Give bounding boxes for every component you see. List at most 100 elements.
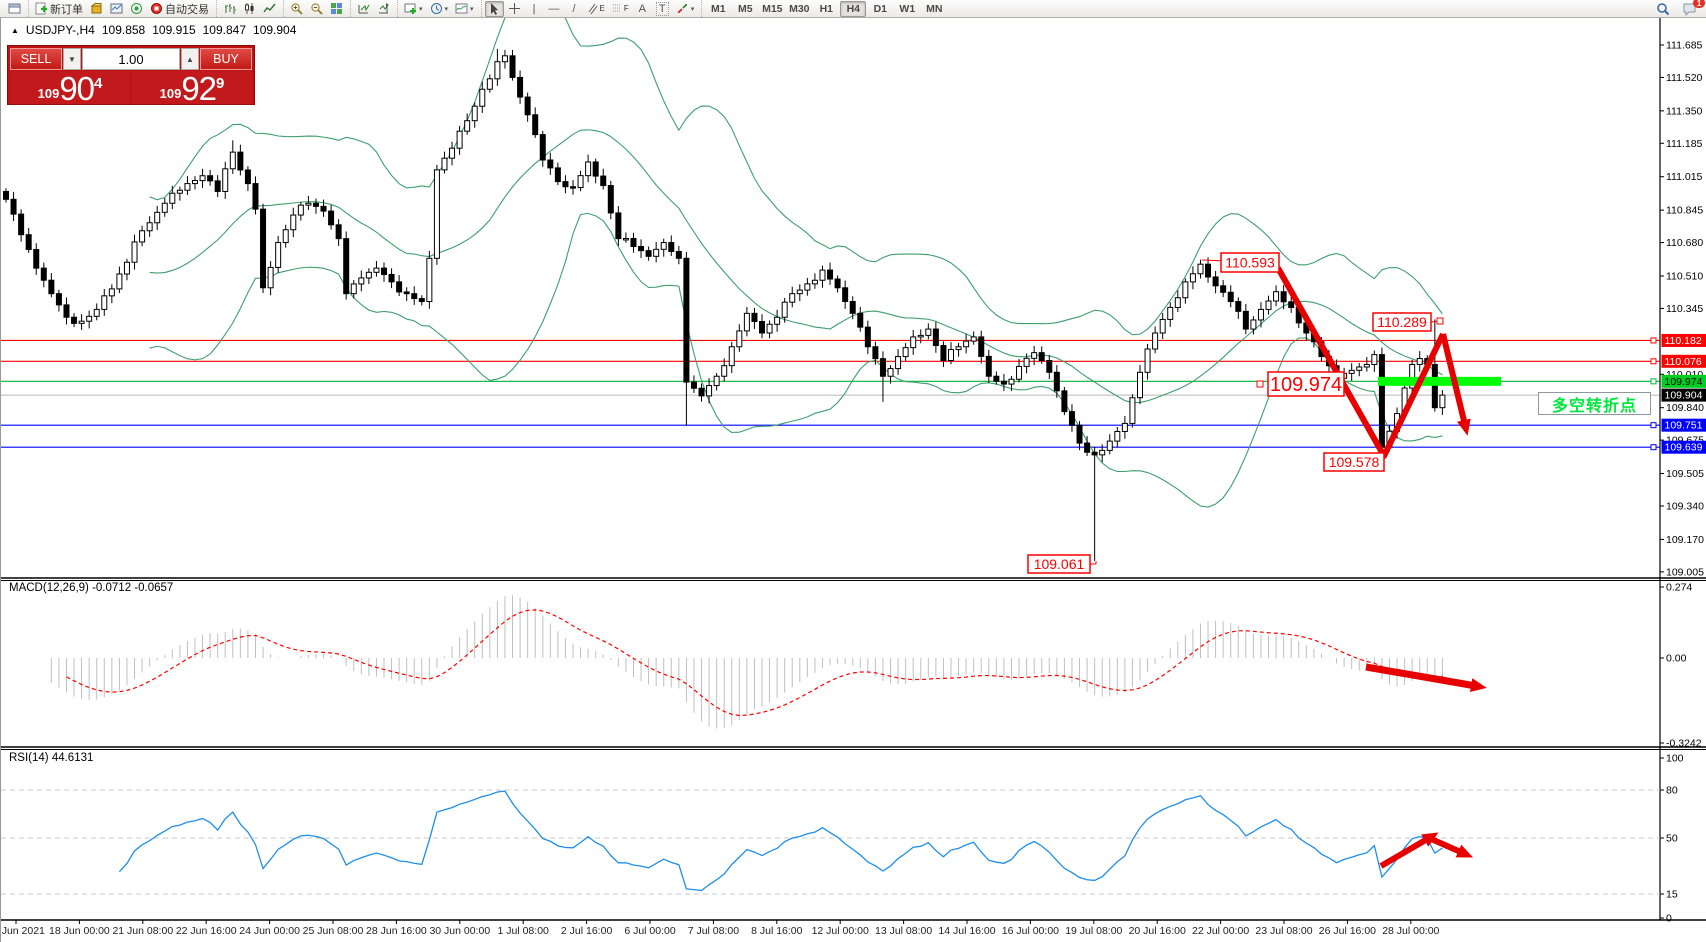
price-badge (1661, 418, 1706, 432)
candle-body (207, 175, 214, 182)
navigator-icon[interactable] (127, 1, 146, 17)
candle-body (494, 61, 501, 80)
candle-body (131, 241, 138, 263)
candle-body (449, 147, 456, 159)
candle-body (1167, 306, 1174, 320)
candle-body (1121, 422, 1128, 432)
tile-windows-button[interactable] (327, 1, 346, 17)
candle-body (1099, 449, 1106, 456)
bollinger-bands (149, 18, 1443, 508)
candle-body (1053, 371, 1060, 392)
time-axis-label: 23 Jul 08:00 (1255, 925, 1312, 937)
candle-body (1159, 318, 1166, 334)
volume-decrease-button[interactable]: ▼ (63, 48, 81, 70)
level-line-handle[interactable] (1650, 444, 1657, 451)
candle-body (464, 120, 471, 132)
chart-shift-button[interactable] (374, 1, 393, 17)
label-tool-button[interactable]: T (653, 1, 672, 17)
line-chart-button[interactable] (260, 1, 279, 17)
candle-body (653, 248, 660, 257)
fibonacci-tool-button[interactable]: F (609, 1, 632, 17)
timeframe-m15-button[interactable]: M15 (762, 2, 783, 15)
candle-body (1182, 281, 1189, 299)
candle-body (86, 315, 93, 322)
candle-body (1250, 319, 1257, 330)
chart-window-icon[interactable] (5, 1, 24, 17)
data-window-icon[interactable] (107, 1, 126, 17)
sell-button[interactable]: SELL (10, 48, 62, 70)
timeframe-m30-button[interactable]: M30 (789, 2, 810, 15)
notifications-button[interactable]: 1 (1679, 0, 1705, 17)
time-axis-label: 22 Jul 00:00 (1192, 925, 1249, 937)
time-axis-label: 28 Jun 16:00 (366, 925, 427, 937)
candle-body (388, 273, 395, 283)
template-button[interactable]: ▾ (452, 1, 477, 17)
level-line-handle[interactable] (1650, 337, 1657, 344)
candle-body (116, 273, 123, 290)
candle-body (811, 279, 818, 285)
candle-body (139, 230, 146, 243)
auto-scroll-button[interactable] (354, 1, 373, 17)
candle-body (1280, 291, 1287, 303)
price-chart[interactable]: 111.685 111.520 111.350 111.185 111.015 110.8… (1, 18, 1706, 942)
candle-body (441, 157, 448, 171)
candle-body (562, 181, 569, 188)
candle-body (751, 312, 758, 323)
quote-line[interactable]: ▲ USDJPY-,H4 109.858 109.915 109.847 109… (11, 23, 296, 37)
horizontal-line-tool-button[interactable]: — (548, 2, 560, 15)
candle-body (864, 326, 871, 348)
candle-body (728, 346, 735, 367)
trendline-tool-button[interactable]: / (572, 2, 576, 15)
zoom-in-button[interactable] (287, 1, 306, 17)
volume-increase-button[interactable]: ▲ (181, 48, 199, 70)
quote-low: 109.847 (202, 23, 247, 37)
autotrade-button[interactable]: 自动交易 (147, 1, 212, 17)
candle-body (184, 183, 191, 191)
timeframe-m5-button[interactable]: M5 (738, 2, 753, 15)
timeframe-h4-button[interactable]: H4 (840, 0, 867, 17)
price-callout-box (1372, 312, 1432, 332)
timeframe-h1-button[interactable]: H1 (819, 2, 834, 15)
level-line-handle[interactable] (1650, 422, 1657, 429)
level-line-handle[interactable] (1650, 358, 1657, 365)
level-line-handle[interactable] (1650, 378, 1657, 385)
channel-tool-button[interactable]: E (585, 1, 608, 17)
candle-body (305, 202, 312, 206)
market-watch-icon[interactable] (87, 1, 106, 17)
zoom-out-button[interactable] (307, 1, 326, 17)
candlestick-chart-button[interactable] (240, 1, 259, 17)
callout-anchor-square (1436, 317, 1444, 325)
candle-body (842, 287, 849, 302)
buy-price[interactable]: 109 92 9 (132, 71, 252, 105)
candle-body (456, 130, 463, 149)
cursor-tool-button[interactable] (484, 0, 504, 17)
timeframe-mn-button[interactable]: MN (926, 2, 943, 15)
period-button[interactable]: ▾ (427, 1, 452, 17)
arrows-tool-button[interactable]: ▾ (673, 1, 698, 17)
macd-trend-arrow (1365, 663, 1487, 693)
vertical-line-tool-button[interactable]: | (532, 2, 536, 15)
timeframe-m1-button[interactable]: M1 (711, 2, 726, 15)
candle-body (1235, 301, 1242, 312)
price-badge-label: 109.751 (1665, 420, 1703, 432)
symbol-collapse-icon[interactable]: ▲ (11, 25, 19, 35)
sell-price[interactable]: 109 90 4 (10, 71, 130, 105)
buy-button[interactable]: BUY (200, 48, 252, 70)
volume-input[interactable] (82, 48, 180, 70)
candle-body (1220, 285, 1227, 293)
analysis-note[interactable]: 多空转折点 (1538, 392, 1651, 415)
timeframe-d1-button[interactable]: D1 (873, 2, 888, 15)
bar-chart-button[interactable] (220, 1, 239, 17)
macd-scale-label: 0.274 (1666, 582, 1692, 594)
candle-body (1288, 301, 1295, 308)
text-tool-button[interactable]: A (638, 2, 646, 15)
new-order-button[interactable]: 新订单 (32, 1, 86, 17)
price-axis-label: 111.015 (1666, 171, 1703, 183)
timeframe-w1-button[interactable]: W1 (899, 2, 916, 15)
analysis-annotations[interactable]: 110.593 110.289 109.974 109.578 109.061 (1027, 252, 1501, 869)
crosshair-tool-button[interactable] (505, 1, 524, 17)
indicators-button[interactable]: ▾ (401, 1, 426, 17)
candle-body (1046, 359, 1053, 373)
search-icon[interactable] (1653, 1, 1673, 17)
panel-dividers[interactable] (1, 577, 1706, 921)
